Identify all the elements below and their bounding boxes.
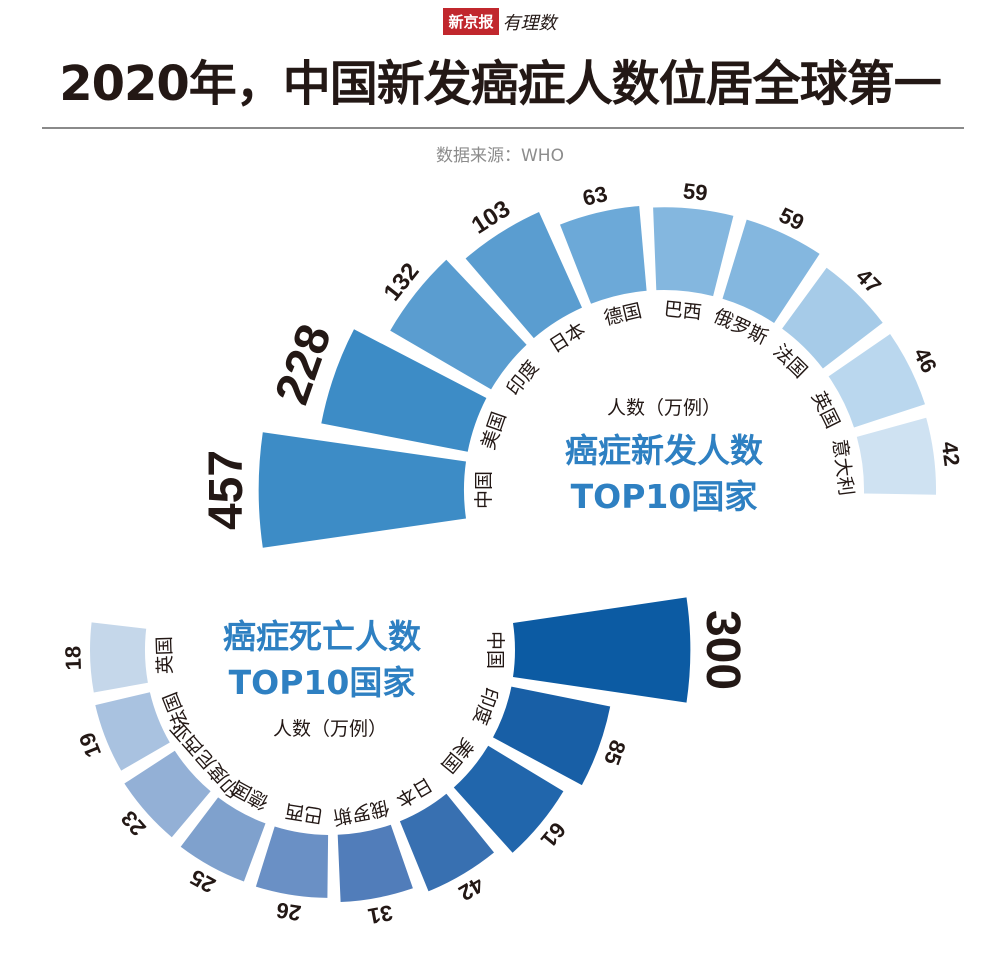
chart-title-line: 癌症新发人数 bbox=[565, 431, 764, 470]
value-label: 59 bbox=[775, 202, 808, 235]
category-label: 巴西 bbox=[663, 298, 703, 324]
bar-英国 bbox=[828, 334, 925, 428]
value-label: 46 bbox=[909, 344, 942, 377]
value-label: 300 bbox=[696, 610, 749, 690]
category-label: 英国 bbox=[154, 636, 177, 675]
category-label: 日本 bbox=[546, 319, 590, 358]
bar-印度 bbox=[390, 259, 527, 390]
bar-中国 bbox=[258, 432, 466, 548]
bar-印度 bbox=[493, 686, 611, 786]
bar-法国 bbox=[782, 267, 883, 369]
value-label: 59 bbox=[682, 178, 709, 205]
deaths-chart: 中国 300印度85美国61日本42俄罗斯31巴西26德国25印度尼西亚23法国1… bbox=[60, 597, 749, 929]
unit-label: 人数（万例） bbox=[607, 397, 721, 419]
category-label: 美国 bbox=[477, 409, 510, 452]
value-label: 42 bbox=[937, 440, 965, 467]
chart-title-line: TOP10国家 bbox=[229, 663, 416, 702]
brand-name: 新京报 bbox=[443, 8, 499, 35]
chart-title-line: TOP10国家 bbox=[571, 477, 758, 516]
bar-德国 bbox=[180, 797, 266, 882]
category-label: 法国 bbox=[159, 689, 193, 732]
brand-sub: 有理数 bbox=[502, 12, 557, 34]
unit-label: 人数（万例） bbox=[273, 718, 387, 740]
value-label: 26 bbox=[275, 897, 303, 926]
value-label: 63 bbox=[580, 181, 610, 211]
value-label: 25 bbox=[186, 864, 219, 898]
chart-title-line: 癌症死亡人数 bbox=[223, 617, 422, 656]
value-label: 42 bbox=[454, 872, 488, 906]
value-label: 31 bbox=[366, 900, 395, 929]
bar-日本 bbox=[465, 212, 582, 339]
value-label: 19 bbox=[74, 729, 106, 761]
bar-巴西 bbox=[255, 826, 329, 898]
bar-英国 bbox=[90, 622, 148, 693]
category-label: 中国 bbox=[484, 631, 506, 669]
value-label: 18 bbox=[60, 645, 86, 670]
bar-美国 bbox=[453, 745, 564, 853]
category-label: 俄罗斯 bbox=[331, 796, 391, 828]
value-label: 85 bbox=[599, 737, 631, 769]
data-source: 数据来源：WHO bbox=[436, 146, 564, 166]
bar-美国 bbox=[321, 329, 487, 452]
page-title: 2020年，中国新发癌症人数位居全球第一 bbox=[59, 56, 942, 112]
category-label: 巴西 bbox=[284, 799, 325, 827]
bar-印度尼西亚 bbox=[124, 750, 211, 838]
bar-俄罗斯 bbox=[722, 219, 820, 323]
bar-巴西 bbox=[653, 207, 734, 297]
category-label: 德国 bbox=[602, 300, 644, 330]
value-label: 457 bbox=[200, 450, 253, 530]
category-label: 印度 bbox=[468, 684, 502, 727]
title-divider bbox=[42, 127, 964, 129]
category-label: 意大利 bbox=[828, 438, 857, 497]
bar-意大利 bbox=[856, 417, 937, 495]
bar-中国 bbox=[513, 597, 691, 703]
category-label: 中国 bbox=[473, 471, 495, 509]
bar-日本 bbox=[399, 793, 494, 892]
bar-德国 bbox=[560, 206, 647, 304]
category-label: 日本 bbox=[392, 773, 436, 811]
bar-俄罗斯 bbox=[337, 824, 413, 902]
category-label: 英国 bbox=[807, 388, 844, 432]
bar-法国 bbox=[95, 692, 170, 771]
brand-logo: 新京报 有理数 bbox=[0, 8, 1000, 35]
